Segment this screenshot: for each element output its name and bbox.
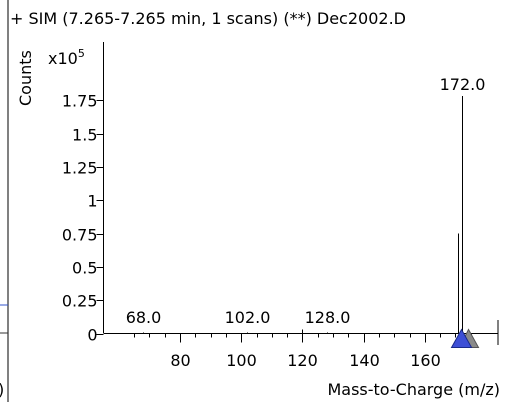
x-tick-label: 120 [287, 351, 318, 370]
x-axis-label: Mass-to-Charge (m/z) [327, 380, 500, 399]
peak-label: 172.0 [440, 75, 486, 94]
y-tick-label: 1.25 [62, 159, 98, 178]
x-ticks: 80 100 120 140 160 [134, 333, 472, 370]
peak-label: 102.0 [225, 308, 271, 327]
y-tick-label: 0.75 [62, 226, 98, 245]
x-tick-label: 100 [226, 351, 257, 370]
y-axis-label: Counts [16, 50, 35, 106]
y-tick-label: 1.5 [72, 126, 97, 145]
peak-marker-triangle[interactable] [450, 328, 473, 348]
y-tick-label: 0 [87, 326, 97, 345]
y-ticks: 0 0.25 0.5 0.75 1 1.25 1.5 1.75 [62, 92, 104, 345]
peak-label: 128.0 [305, 308, 351, 327]
x-tick-label: 80 [170, 351, 190, 370]
x-tick-label: 160 [410, 351, 441, 370]
left-panel-fragment-text: ) [0, 380, 4, 399]
y-tick-label: 1 [87, 192, 97, 211]
y-tick-label: 0.5 [72, 259, 97, 278]
spectrum-peaks: 68.0 102.0 128.0 172.0 [126, 75, 486, 334]
peak-marker [450, 328, 480, 348]
peak-label: 68.0 [126, 308, 162, 327]
y-tick-label: 1.75 [62, 92, 98, 111]
y-tick-label: 0.25 [62, 292, 98, 311]
y-scale-factor: x105 [48, 47, 85, 68]
x-tick-label: 140 [349, 351, 380, 370]
chart-title: + SIM (7.265-7.265 min, 1 scans) (**) De… [10, 9, 406, 28]
